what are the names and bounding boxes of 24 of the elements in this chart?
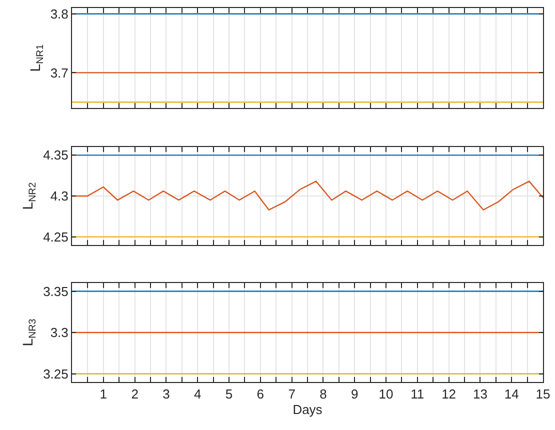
y-tick-label: 4.3 bbox=[50, 188, 68, 204]
x-tick-label: 11 bbox=[410, 386, 424, 402]
x-axis-title: Days bbox=[292, 402, 323, 418]
x-tick-label: 8 bbox=[320, 386, 327, 402]
x-tick-label: 6 bbox=[256, 386, 264, 402]
x-tick-label: 1 bbox=[100, 386, 108, 402]
x-tick-label: 12 bbox=[442, 386, 456, 402]
y-tick-label: 3.8 bbox=[50, 6, 68, 22]
y-tick-label: 3.35 bbox=[43, 284, 68, 299]
x-tick-label: 13 bbox=[472, 386, 488, 402]
x-tick-label: 14 bbox=[504, 386, 519, 402]
x-tick-label: 2 bbox=[131, 386, 138, 402]
x-tick-label: 9 bbox=[350, 386, 358, 402]
y-tick-label: 4.25 bbox=[43, 229, 68, 244]
x-tick-label: 3 bbox=[162, 386, 170, 402]
x-tick-label: 4 bbox=[194, 386, 202, 402]
y-tick-label: 3.7 bbox=[50, 65, 68, 80]
x-tick-label: 10 bbox=[378, 386, 394, 402]
x-tick-label: 5 bbox=[225, 386, 233, 402]
y-tick-label: 3.25 bbox=[43, 366, 68, 382]
x-tick-label: 15 bbox=[536, 386, 550, 402]
x-tick-label: 7 bbox=[288, 386, 296, 402]
y-tick-label: 4.35 bbox=[43, 148, 68, 163]
y-tick-label: 3.3 bbox=[50, 325, 68, 340]
